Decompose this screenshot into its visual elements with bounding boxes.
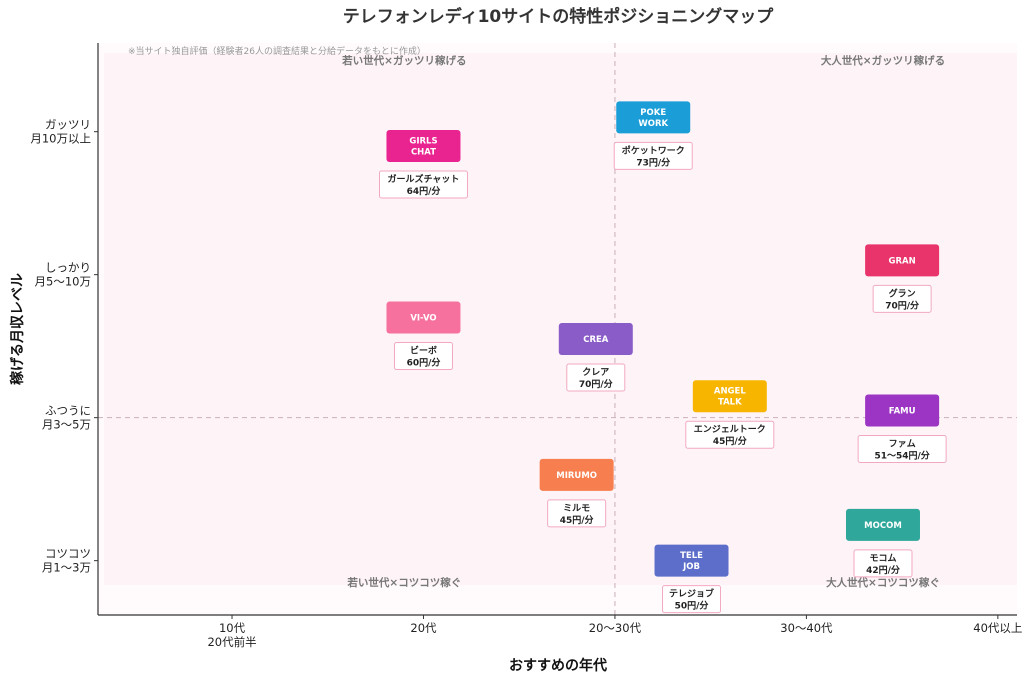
brand-name: GIRLS	[409, 136, 437, 146]
quadrant-dividers	[98, 43, 1017, 615]
brand-name: TELE	[680, 551, 703, 561]
brand-box	[654, 544, 729, 577]
y-tick-label: コツコツ	[45, 547, 91, 561]
quadrant-bg-bottom-left	[104, 417, 615, 585]
brand-name: CHAT	[411, 147, 436, 157]
value-box	[393, 342, 453, 371]
value-label: ミルモ	[563, 503, 590, 514]
brand-box	[865, 244, 940, 277]
quadrant-label-top-left: 若い世代×ガッツリ稼げる	[341, 54, 466, 67]
y-tick-label: 月3〜5万	[42, 418, 91, 432]
brand-name: MIRUMO	[556, 471, 597, 481]
brand-name: JOB	[682, 562, 700, 572]
brand-name: FAMU	[889, 407, 916, 417]
value-box	[566, 363, 626, 392]
brand-name: TALK	[718, 398, 742, 408]
brand-box	[386, 301, 461, 334]
value-box	[872, 284, 932, 313]
brand-name: WORK	[638, 119, 668, 129]
x-tick-label: 10代	[219, 621, 246, 635]
chart-title: テレフォンレディ10サイトの特性ポジショニングマップ	[343, 6, 774, 27]
x-tick-label: 20代	[410, 621, 437, 635]
y-tick-label: 月5〜10万	[35, 275, 91, 289]
value-label: モコム	[869, 553, 896, 564]
x-tick-label: 30〜40代	[780, 621, 833, 635]
brand-box	[386, 129, 461, 162]
x-tick-label: 20〜30代	[589, 621, 642, 635]
y-tick-label: 月1〜3万	[42, 561, 91, 575]
value-box	[613, 141, 693, 170]
value-label: 45円/分	[713, 435, 747, 447]
value-box	[547, 499, 607, 528]
y-tick-label: 月10万以上	[30, 132, 91, 146]
brand-name: VI-VO	[410, 314, 436, 324]
value-label: エンジェルトーク	[694, 424, 766, 435]
axes	[97, 43, 1017, 616]
brand-name: POKE	[640, 108, 666, 118]
quadrant-bg-top-left	[104, 53, 615, 418]
brand-box	[845, 508, 920, 541]
y-tick-label: ガッツリ	[45, 118, 91, 132]
brand-box	[539, 458, 614, 491]
x-tick-label: 20代前半	[207, 635, 256, 649]
x-tick-label: 40代以上	[973, 621, 1022, 635]
brand-name: MOCOM	[864, 521, 902, 531]
value-box	[685, 420, 775, 449]
source-note: ※当サイト独自評価（経験者26人の調査結果と分給データをもとに作成）	[128, 45, 426, 57]
brand-name: ANGEL	[714, 387, 746, 397]
value-label: 42円/分	[866, 564, 900, 576]
brand-box	[692, 380, 767, 413]
value-box	[662, 585, 722, 614]
y-tick-label: しっかり	[45, 261, 91, 275]
value-label: ポケットワーク	[622, 144, 685, 156]
brand-box	[558, 323, 633, 356]
brand-box	[616, 101, 691, 134]
value-label: 73円/分	[636, 156, 670, 168]
value-box	[857, 435, 947, 464]
value-label: ビーボ	[410, 345, 437, 357]
value-label: グラン	[889, 287, 916, 299]
value-label: クレア	[582, 367, 609, 378]
value-label: 45円/分	[560, 514, 594, 526]
brand-box	[865, 394, 940, 427]
quadrant-label-bottom-right: 大人世代×コツコツ稼ぐ	[826, 576, 940, 589]
value-box	[378, 170, 468, 199]
value-label: 51〜54円/分	[874, 450, 929, 462]
y-tick-label: ふつうに	[45, 404, 91, 418]
brand-name: CREA	[583, 335, 609, 345]
quadrant-label-bottom-left: 若い世代×コツコツ稼ぐ	[346, 576, 461, 589]
y-axis-label: 稼げる月収レベル	[9, 273, 26, 385]
value-label: 64円/分	[407, 185, 441, 197]
value-label: 70円/分	[885, 299, 919, 311]
brand-name: GRAN	[889, 256, 916, 266]
value-box	[853, 549, 913, 578]
value-label: テレジョブ	[669, 588, 714, 600]
value-label: 60円/分	[407, 357, 441, 369]
value-label: ガールズチャット	[388, 173, 460, 185]
value-label: ファム	[889, 439, 916, 450]
value-label: 70円/分	[579, 378, 613, 390]
value-label: 50円/分	[675, 600, 709, 612]
x-axis-label: おすすめの年代	[509, 657, 607, 674]
quadrant-label-top-right: 大人世代×ガッツリ稼げる	[821, 54, 945, 67]
